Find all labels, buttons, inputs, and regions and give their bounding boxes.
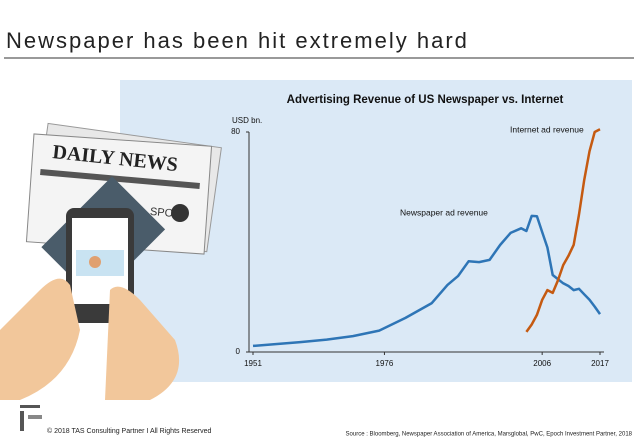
slide-title: Newspaper has been hit extremely hard (6, 28, 469, 53)
series-line (525, 128, 601, 333)
y-tick-label: 0 (236, 347, 241, 356)
logo-bar (20, 405, 40, 408)
series-line (252, 214, 602, 348)
illustration: DAILY NEWS SPORT (0, 122, 222, 400)
hand-left (0, 278, 80, 400)
source: Source : Bloomberg, Newspaper Associatio… (346, 432, 633, 438)
x-tick-label: 2017 (591, 359, 609, 368)
copyright: © 2018 TAS Consulting Partner I All Righ… (47, 427, 212, 435)
paper-band (40, 169, 200, 189)
logo-bar (28, 415, 42, 419)
series-label: Newspaper ad revenue (400, 207, 488, 217)
anchor (89, 256, 101, 268)
x-tick-label: 2006 (533, 359, 551, 368)
x-tick-label: 1951 (244, 359, 262, 368)
y-axis-label: USD bn. (232, 116, 262, 125)
logo (20, 405, 42, 431)
y-tick-label: 80 (231, 127, 240, 136)
globe (171, 204, 189, 222)
logo-stem (20, 411, 24, 431)
hand-right (105, 286, 180, 400)
x-tick-label: 1976 (376, 359, 394, 368)
series-label: Internet ad revenue (510, 124, 584, 134)
chart-title: Advertising Revenue of US Newspaper vs. … (287, 94, 564, 106)
